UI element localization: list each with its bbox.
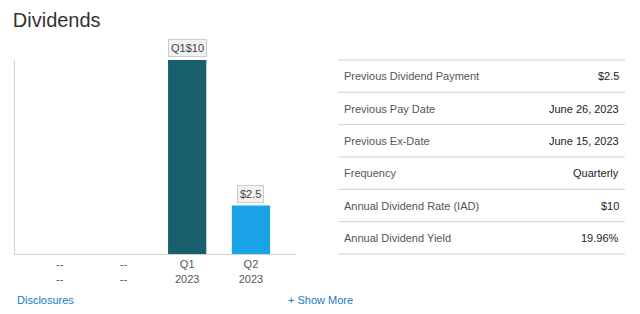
svg-text:Annual Dividend Yield: Annual Dividend Yield [344,232,451,244]
svg-text:Q1$10: Q1$10 [171,42,204,54]
svg-text:June 15, 2023: June 15, 2023 [549,135,619,147]
svg-text:Q22023: Q22023 [239,258,263,284]
svg-text:Disclosures: Disclosures [17,294,74,306]
svg-text:Quarterly: Quarterly [573,167,619,179]
svg-text:+ Show More: + Show More [288,294,353,306]
svg-text:$2.5: $2.5 [598,70,619,82]
svg-text:June 26, 2023: June 26, 2023 [549,103,619,115]
svg-text:Dividends: Dividends [13,9,101,31]
svg-text:Previous Dividend Payment: Previous Dividend Payment [344,70,479,82]
svg-text:----: ---- [56,258,64,284]
svg-text:19.96%: 19.96% [581,232,619,244]
svg-text:----: ---- [120,258,128,284]
svg-text:Frequency: Frequency [344,167,396,179]
svg-text:$10: $10 [601,200,619,212]
svg-text:Previous Pay Date: Previous Pay Date [344,103,435,115]
svg-text:$2.5: $2.5 [240,188,261,200]
svg-text:Q12023: Q12023 [175,258,199,284]
svg-text:Previous Ex-Date: Previous Ex-Date [344,135,430,147]
svg-text:Annual Dividend Rate (IAD): Annual Dividend Rate (IAD) [344,200,479,212]
